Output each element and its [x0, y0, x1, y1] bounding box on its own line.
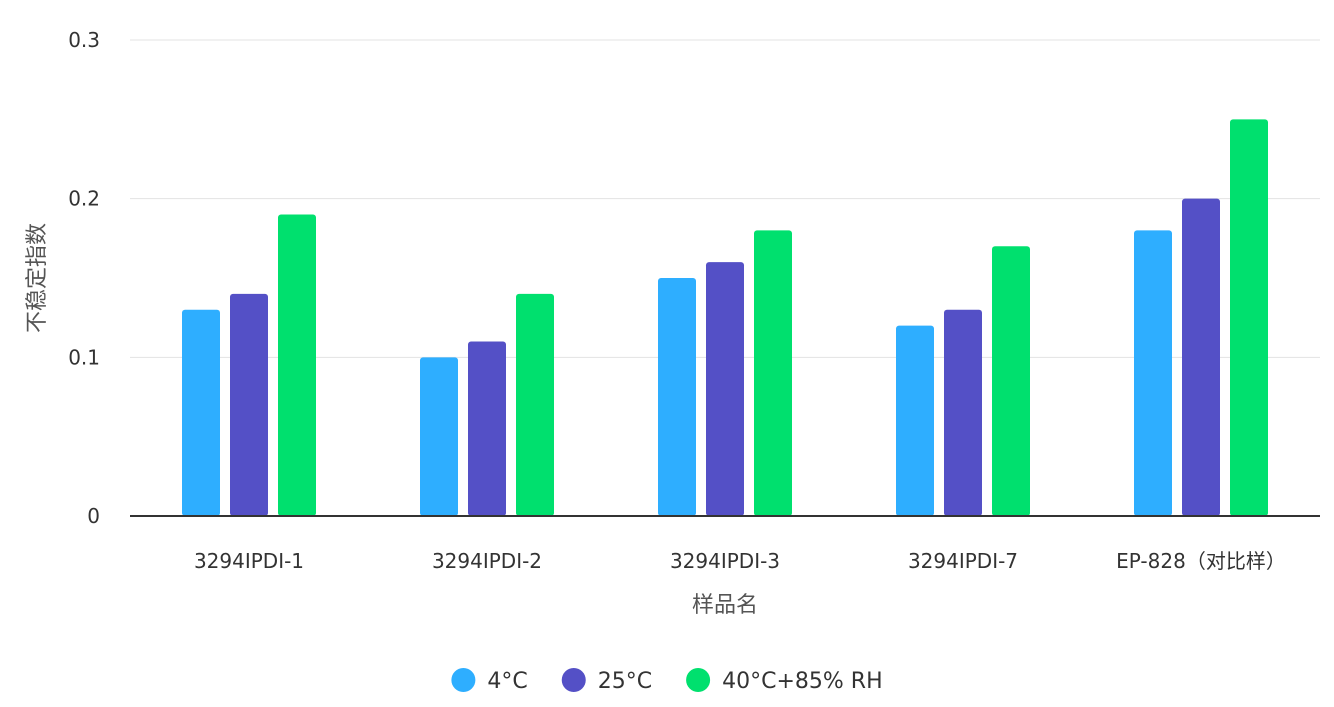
legend-item: 25°C	[561, 668, 652, 694]
y-tick-label: 0.3	[68, 28, 100, 52]
y-tick-label: 0.1	[68, 345, 100, 369]
legend-item: 40°C+85% RH	[686, 668, 883, 694]
bar	[896, 325, 934, 516]
bar	[754, 230, 792, 516]
bar	[420, 357, 458, 516]
x-axis-ticks: 3294IPDI-1 3294IPDI-2 3294IPDI-3 3294IPDI-7…	[194, 549, 1286, 573]
legend-label: 25°C	[598, 669, 652, 694]
bar	[658, 278, 696, 516]
x-axis-title: 样品名	[692, 593, 758, 618]
bar	[182, 309, 220, 516]
legend: 4°C 25°C 40°C+85% RH	[451, 668, 883, 694]
x-tick-label: 3294IPDI-7	[908, 549, 1018, 573]
legend-swatch	[451, 668, 476, 692]
bar	[516, 293, 554, 516]
legend-swatch	[686, 668, 711, 692]
y-tick-label: 0	[87, 504, 100, 528]
y-tick-label: 0.2	[68, 187, 100, 211]
legend-item: 4°C	[451, 668, 528, 694]
x-tick-label: EP-828（对比样）	[1116, 549, 1286, 573]
legend-label: 4°C	[487, 669, 527, 694]
x-tick-label: 3294IPDI-1	[194, 549, 304, 573]
x-tick-label: 3294IPDI-2	[432, 549, 542, 573]
bar	[992, 246, 1030, 516]
bar	[706, 262, 744, 516]
y-axis-title: 不稳定指数	[25, 223, 50, 333]
bar	[1230, 119, 1268, 516]
bar	[230, 293, 268, 516]
y-axis-ticks: 0 0.1 0.2 0.3	[68, 28, 100, 528]
x-tick-label: 3294IPDI-3	[670, 549, 780, 573]
legend-label: 40°C+85% RH	[722, 669, 883, 694]
bar	[278, 214, 316, 517]
bar	[1182, 198, 1220, 516]
bar	[944, 309, 982, 516]
bar	[1134, 230, 1172, 516]
legend-swatch	[561, 668, 586, 692]
bar	[468, 341, 506, 516]
bars	[182, 119, 1268, 517]
